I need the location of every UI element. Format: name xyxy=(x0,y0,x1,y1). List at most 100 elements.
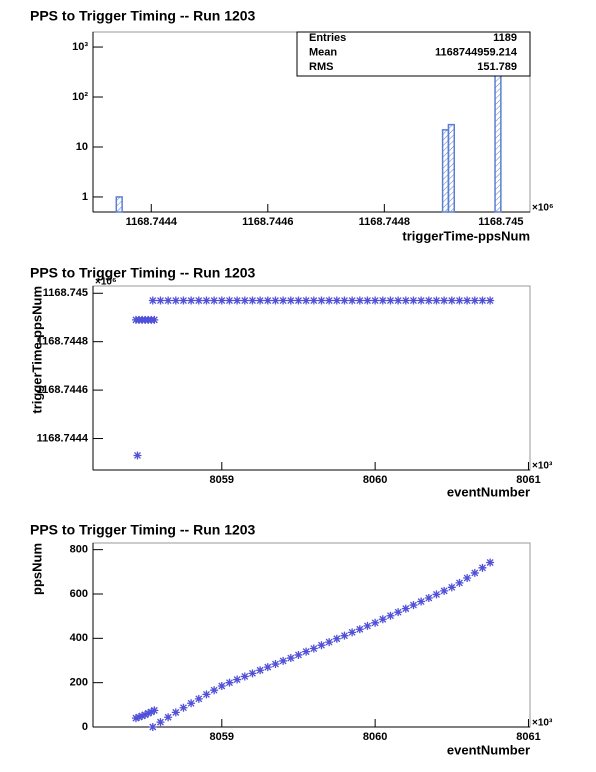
y-tick-label: 10² xyxy=(72,91,88,103)
marker xyxy=(455,296,464,305)
x-axis-label: eventNumber xyxy=(447,742,530,757)
marker xyxy=(424,296,433,305)
marker xyxy=(263,663,272,672)
x-tick-label: 8061 xyxy=(516,474,540,486)
stats-label: Mean xyxy=(309,46,337,58)
marker xyxy=(417,597,426,606)
x-tick-label: 8060 xyxy=(363,474,387,486)
marker xyxy=(202,296,211,305)
marker xyxy=(470,568,479,577)
marker xyxy=(440,296,449,305)
marker xyxy=(156,296,165,305)
marker xyxy=(363,621,372,630)
marker xyxy=(263,296,272,305)
marker xyxy=(256,296,265,305)
plot-frame xyxy=(92,542,531,728)
marker xyxy=(279,656,288,665)
marker xyxy=(135,713,143,722)
marker xyxy=(225,678,234,687)
marker xyxy=(463,296,472,305)
histogram-bar xyxy=(447,123,456,213)
stats-label: RMS xyxy=(309,61,333,73)
marker xyxy=(133,451,142,460)
marker xyxy=(187,699,196,708)
marker xyxy=(217,296,226,305)
marker xyxy=(271,660,280,669)
marker xyxy=(363,296,372,305)
y-axis-label: ppsNum xyxy=(29,543,44,595)
marker xyxy=(217,681,226,690)
x-tick-label: 1168.745 xyxy=(478,216,523,228)
y-tick-label: 1 xyxy=(82,191,88,203)
marker xyxy=(332,634,341,643)
marker xyxy=(386,296,395,305)
y-tick-label: 800 xyxy=(70,544,88,556)
marker xyxy=(294,650,303,659)
marker xyxy=(302,647,311,656)
marker xyxy=(225,296,234,305)
y-multiplier: ×10⁶ xyxy=(95,277,117,288)
x-tick-label: 8060 xyxy=(363,731,387,743)
marker xyxy=(294,296,303,305)
marker xyxy=(148,296,157,305)
x-axis-label: eventNumber xyxy=(447,484,530,499)
marker xyxy=(440,586,449,595)
marker xyxy=(371,618,380,627)
marker xyxy=(309,296,318,305)
marker xyxy=(202,690,211,699)
marker xyxy=(233,675,242,684)
marker xyxy=(279,296,288,305)
marker xyxy=(478,563,487,572)
x-tick-label: 8059 xyxy=(210,474,234,486)
marker xyxy=(486,558,495,567)
marker xyxy=(401,604,410,613)
marker xyxy=(355,625,364,634)
marker xyxy=(150,315,159,324)
y-tick-label: 10 xyxy=(76,141,88,153)
marker xyxy=(138,711,147,720)
y-tick-label: 1168.7444 xyxy=(37,432,89,444)
marker xyxy=(378,296,387,305)
y-tick-label: 0 xyxy=(82,721,88,733)
marker xyxy=(194,296,203,305)
marker xyxy=(394,608,403,617)
marker xyxy=(463,574,472,583)
chart-title: PPS to Trigger Timing -- Run 1203 xyxy=(30,522,256,538)
x-multiplier: ×10³ xyxy=(532,461,553,472)
marker xyxy=(141,710,150,719)
stats-value: 151.789 xyxy=(477,61,517,73)
marker xyxy=(164,713,173,722)
marker xyxy=(179,703,188,712)
marker xyxy=(248,296,257,305)
stats-value: 1189 xyxy=(493,32,517,44)
x-multiplier: ×10³ xyxy=(532,718,553,729)
marker xyxy=(447,583,456,592)
chart-title: PPS to Trigger Timing -- Run 1203 xyxy=(30,265,256,281)
plot-frame xyxy=(92,285,531,471)
marker xyxy=(401,296,410,305)
marker xyxy=(256,666,265,675)
x-tick-label: 8059 xyxy=(210,731,234,743)
y-tick-label: 1168.7448 xyxy=(37,336,88,348)
marker xyxy=(302,296,311,305)
marker xyxy=(171,296,180,305)
marker xyxy=(371,296,380,305)
marker xyxy=(317,641,326,650)
marker xyxy=(386,611,395,620)
marker xyxy=(325,296,334,305)
marker xyxy=(248,669,257,678)
marker xyxy=(332,296,341,305)
histogram-bar xyxy=(115,196,123,213)
marker xyxy=(179,296,188,305)
marker xyxy=(340,296,349,305)
marker xyxy=(286,654,295,663)
marker xyxy=(325,638,334,647)
x-tick-label: 1168.7444 xyxy=(126,216,178,228)
stats-value: 1168744959.214 xyxy=(435,46,518,58)
y-tick-label: 10³ xyxy=(72,41,88,53)
marker xyxy=(210,296,219,305)
marker xyxy=(432,590,441,599)
y-axis-label: triggerTime-ppsNum xyxy=(29,286,44,414)
marker xyxy=(486,296,495,305)
